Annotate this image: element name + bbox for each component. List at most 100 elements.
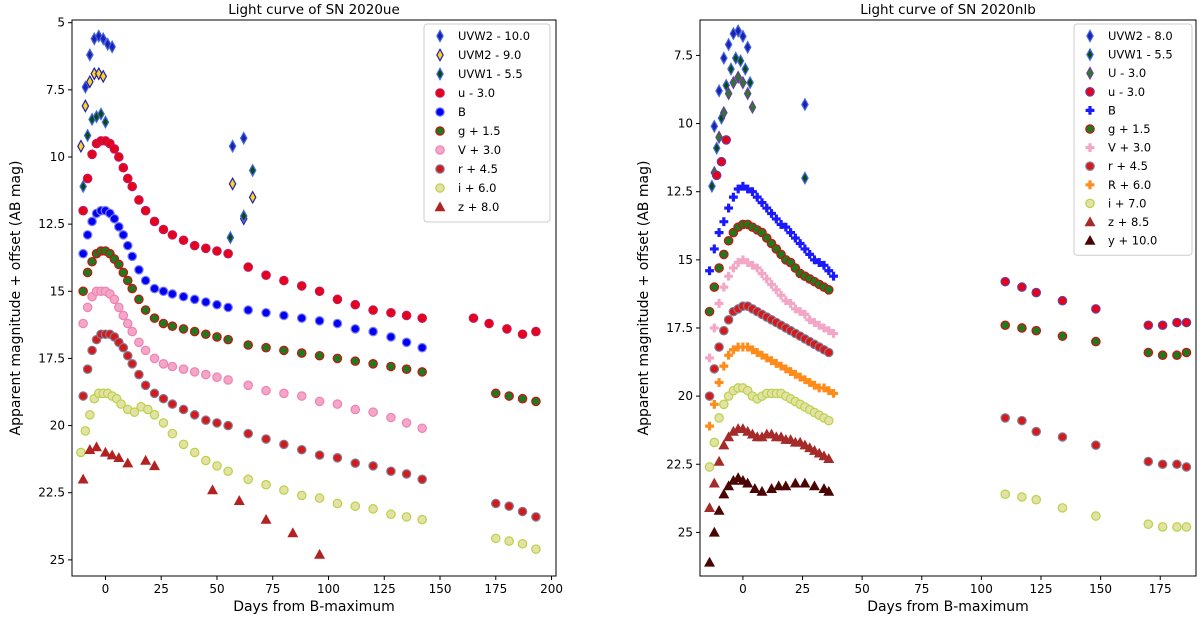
data-point [720, 51, 728, 66]
data-point [728, 192, 738, 202]
legend-marker [436, 67, 444, 81]
data-point [704, 502, 716, 513]
data-point [1017, 492, 1027, 502]
data-point [140, 305, 151, 315]
x-tick-label: 50 [855, 582, 870, 596]
data-point [738, 181, 748, 191]
series-b [705, 181, 838, 281]
data-point [714, 299, 724, 308]
data-point [178, 324, 189, 334]
data-point [127, 283, 138, 294]
data-point [178, 235, 189, 246]
data-point [1000, 276, 1011, 287]
legend-box [423, 23, 551, 223]
legend-marker [1086, 29, 1094, 43]
data-point [78, 205, 88, 216]
legend-label: y + 10.0 [1108, 234, 1157, 248]
data-point [350, 356, 361, 366]
data-point [149, 283, 160, 294]
data-point [780, 480, 792, 491]
data-point [212, 461, 222, 471]
data-point [484, 318, 494, 329]
data-point [149, 460, 160, 471]
data-point [709, 437, 720, 448]
data-point [386, 509, 396, 520]
data-point [296, 490, 307, 501]
data-point [122, 318, 133, 329]
data-point [1157, 320, 1168, 331]
legend-marker [1085, 198, 1095, 209]
data-point [127, 251, 138, 262]
data-point [723, 480, 735, 491]
y-tick-label: 17.5 [38, 351, 65, 365]
data-point [243, 262, 254, 272]
legend-label: u - 3.0 [1108, 85, 1145, 99]
y-tick-label: 12.5 [666, 185, 693, 199]
legend-label: g + 1.5 [458, 124, 501, 138]
x-tick-label: 25 [795, 582, 810, 596]
data-point [1031, 494, 1042, 505]
legend-marker [1085, 161, 1095, 171]
data-point [824, 266, 834, 276]
data-point [1157, 522, 1168, 532]
data-point [781, 296, 791, 306]
data-point [714, 378, 724, 387]
data-point [1000, 413, 1011, 423]
x-tick-label: 0 [102, 582, 110, 596]
data-point [1181, 347, 1192, 358]
data-point [103, 37, 112, 52]
data-point [801, 171, 809, 185]
data-point [1091, 336, 1101, 347]
data-point [757, 350, 767, 360]
legend-label: UVM2 - 9.0 [458, 48, 521, 62]
legend-label: V + 3.0 [458, 143, 501, 157]
data-point [1057, 331, 1068, 341]
data-point [261, 307, 271, 318]
data-point [752, 348, 762, 357]
plot-points [704, 23, 1192, 567]
legend-label: g + 1.5 [1108, 122, 1151, 136]
data-point [721, 135, 732, 145]
data-point [212, 299, 222, 310]
data-point [122, 275, 133, 286]
y-tick-label: 12.5 [38, 217, 65, 231]
data-point [709, 282, 720, 292]
data-point [201, 415, 211, 426]
legend-marker [435, 88, 445, 98]
data-point [368, 504, 378, 514]
data-point [829, 271, 838, 281]
legend-marker [436, 29, 444, 43]
data-point [743, 258, 753, 267]
data-point [719, 249, 729, 260]
y-tick-label: 20 [678, 389, 693, 403]
data-point [127, 181, 138, 192]
data-point [786, 299, 796, 308]
data-point [368, 461, 378, 471]
data-point [314, 316, 325, 326]
data-point [776, 361, 786, 371]
data-point [824, 386, 834, 396]
data-point [350, 458, 361, 468]
data-point [724, 271, 734, 281]
data-point [490, 533, 501, 544]
data-point [728, 345, 738, 355]
data-point [739, 75, 747, 90]
data-point [1091, 440, 1101, 450]
data-point [127, 326, 138, 337]
data-point [762, 203, 772, 213]
data-point [279, 345, 289, 356]
data-point [1057, 432, 1068, 442]
legend-box [1073, 23, 1193, 256]
data-point [243, 305, 254, 315]
data-point [114, 302, 124, 313]
data-point [106, 449, 118, 460]
data-point [781, 222, 791, 232]
legend-marker [1086, 47, 1094, 62]
data-point [401, 364, 412, 374]
legend-label: R + 6.0 [1108, 178, 1151, 192]
data-point [719, 217, 729, 227]
data-point [201, 329, 211, 340]
data-point [113, 452, 125, 463]
data-point [781, 364, 791, 374]
data-point [260, 513, 272, 524]
